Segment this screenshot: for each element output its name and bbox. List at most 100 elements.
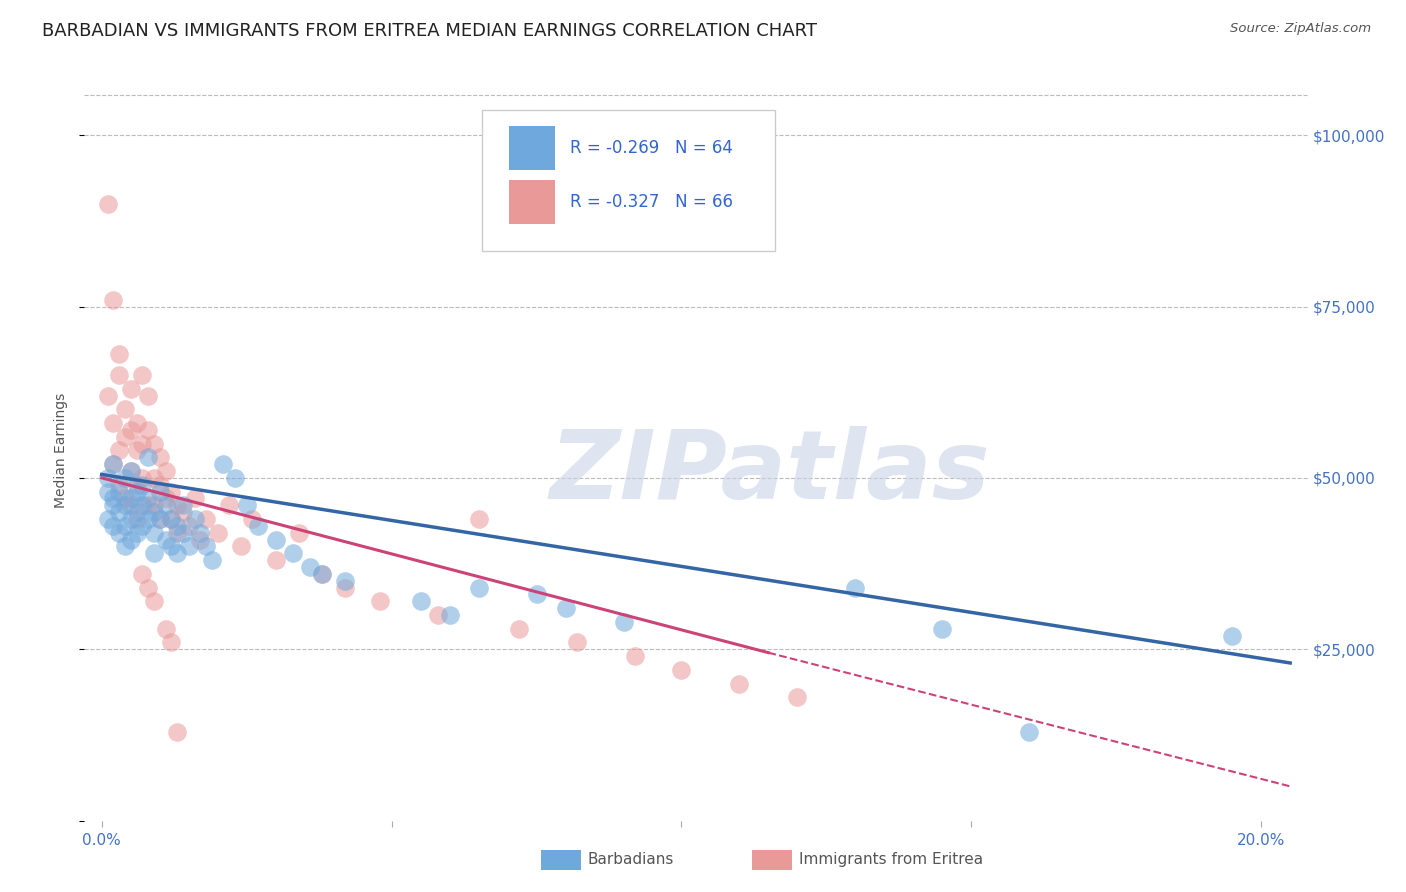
Point bbox=[125, 505, 148, 519]
Point bbox=[288, 525, 311, 540]
Point bbox=[103, 457, 125, 471]
Text: Source: ZipAtlas.com: Source: ZipAtlas.com bbox=[1230, 22, 1371, 36]
Point bbox=[281, 546, 304, 560]
Point bbox=[108, 525, 131, 540]
Point bbox=[149, 477, 172, 491]
Point bbox=[114, 402, 136, 417]
Point bbox=[103, 519, 125, 533]
Point bbox=[508, 622, 530, 636]
Point bbox=[166, 724, 188, 739]
Text: Immigrants from Eritrea: Immigrants from Eritrea bbox=[799, 853, 983, 867]
Text: R = -0.327   N = 66: R = -0.327 N = 66 bbox=[569, 193, 733, 211]
Point bbox=[120, 491, 142, 506]
Point bbox=[108, 347, 131, 361]
Point bbox=[108, 505, 131, 519]
Point bbox=[177, 540, 200, 554]
Point bbox=[125, 443, 148, 458]
Point bbox=[114, 540, 136, 554]
Point bbox=[96, 471, 118, 485]
Point bbox=[108, 443, 131, 458]
Point bbox=[624, 649, 647, 664]
Point bbox=[671, 663, 693, 677]
Point bbox=[335, 574, 357, 588]
Point bbox=[183, 512, 205, 526]
Point bbox=[264, 533, 287, 547]
Point bbox=[612, 615, 634, 629]
Point bbox=[427, 607, 450, 622]
Point bbox=[136, 491, 159, 506]
Point bbox=[195, 512, 218, 526]
Point bbox=[136, 389, 159, 403]
Point bbox=[120, 533, 142, 547]
Point bbox=[166, 498, 188, 512]
Point bbox=[114, 498, 136, 512]
Point bbox=[114, 491, 136, 506]
Point bbox=[125, 477, 148, 491]
Point bbox=[439, 607, 461, 622]
Point bbox=[172, 505, 194, 519]
Point bbox=[120, 382, 142, 396]
Point bbox=[218, 498, 240, 512]
Point bbox=[409, 594, 432, 608]
Text: BARBADIAN VS IMMIGRANTS FROM ERITREA MEDIAN EARNINGS CORRELATION CHART: BARBADIAN VS IMMIGRANTS FROM ERITREA MED… bbox=[42, 22, 817, 40]
Point bbox=[201, 553, 224, 567]
Point bbox=[1018, 724, 1040, 739]
Point bbox=[142, 525, 165, 540]
Point bbox=[155, 622, 177, 636]
Bar bbox=[509, 126, 555, 170]
Point bbox=[160, 512, 183, 526]
Point bbox=[120, 512, 142, 526]
Point bbox=[155, 498, 177, 512]
Point bbox=[136, 450, 159, 465]
Point bbox=[120, 464, 142, 478]
Point bbox=[120, 464, 142, 478]
Point bbox=[131, 477, 153, 491]
Point bbox=[136, 423, 159, 437]
Point bbox=[114, 471, 136, 485]
Point bbox=[1220, 628, 1243, 642]
Point bbox=[212, 457, 235, 471]
Point bbox=[96, 512, 118, 526]
Point bbox=[931, 622, 953, 636]
Point bbox=[565, 635, 588, 649]
Point bbox=[142, 471, 165, 485]
Point bbox=[125, 416, 148, 430]
Point bbox=[103, 498, 125, 512]
Point bbox=[149, 512, 172, 526]
Point bbox=[131, 566, 153, 581]
Point bbox=[96, 484, 118, 499]
Point bbox=[120, 498, 142, 512]
Point bbox=[242, 512, 264, 526]
Point bbox=[142, 505, 165, 519]
Point bbox=[207, 525, 229, 540]
Point bbox=[195, 540, 218, 554]
Point bbox=[247, 519, 270, 533]
Point bbox=[131, 471, 153, 485]
Point bbox=[554, 601, 576, 615]
Point bbox=[166, 519, 188, 533]
Point bbox=[224, 471, 246, 485]
Point bbox=[160, 512, 183, 526]
Point bbox=[155, 491, 177, 506]
Point bbox=[103, 293, 125, 307]
Point bbox=[149, 450, 172, 465]
Point bbox=[142, 594, 165, 608]
Point bbox=[103, 491, 125, 506]
Point bbox=[125, 512, 148, 526]
Point bbox=[160, 540, 183, 554]
Point bbox=[142, 436, 165, 450]
Point bbox=[142, 498, 165, 512]
Point bbox=[160, 635, 183, 649]
Point bbox=[311, 566, 333, 581]
Point bbox=[160, 484, 183, 499]
Point bbox=[125, 525, 148, 540]
Point bbox=[786, 690, 808, 705]
Y-axis label: Median Earnings: Median Earnings bbox=[55, 392, 69, 508]
Point bbox=[142, 546, 165, 560]
Point bbox=[188, 525, 211, 540]
Bar bbox=[509, 180, 555, 224]
Point bbox=[136, 581, 159, 595]
Text: Barbadians: Barbadians bbox=[588, 853, 673, 867]
Point bbox=[183, 491, 205, 506]
Point bbox=[177, 519, 200, 533]
